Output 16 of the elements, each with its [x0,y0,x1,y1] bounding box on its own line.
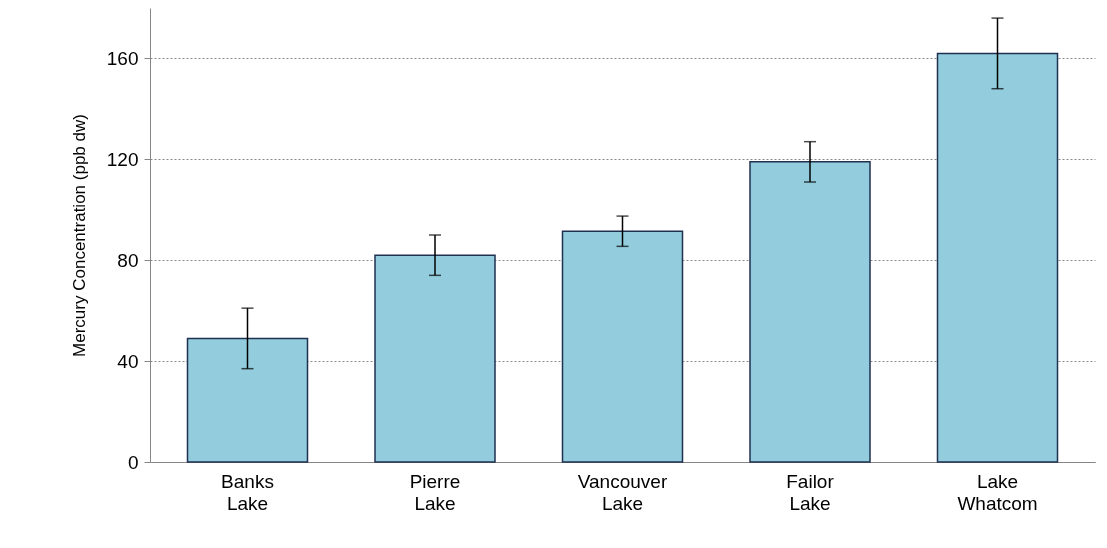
x-tick-label: Pierre Lake [409,470,461,514]
x-tick-label: Lake Whatcom [957,470,1038,514]
x-tick-label: Failor Lake [786,470,835,514]
bar [186,337,309,463]
bar [374,254,496,463]
bar [936,52,1059,463]
bar [561,230,684,463]
x-tick-label: Banks Lake [221,470,274,514]
y-tick-label: 80 [117,249,139,271]
y-tick-label: 0 [127,451,139,473]
y-tick-label: 40 [117,350,139,372]
bar [749,161,871,463]
x-tick-label: Vancouver Lake [577,470,668,514]
y-axis-title: Mercury Concentration (ppb dw) [69,114,89,357]
y-tick-label: 160 [106,47,139,69]
y-tick-label: 120 [106,148,139,170]
